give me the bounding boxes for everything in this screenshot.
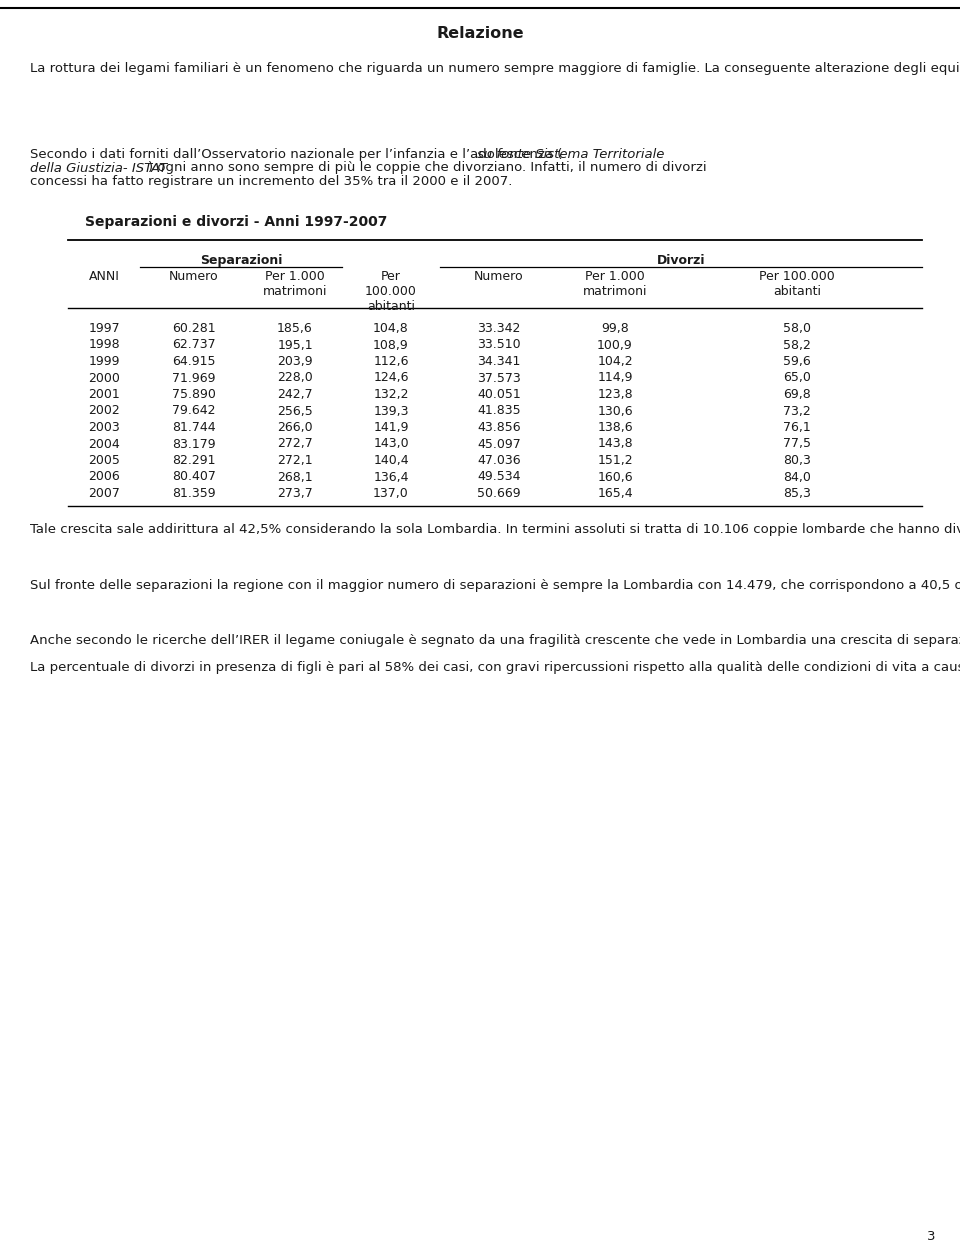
Text: Per 1.000
matrimoni: Per 1.000 matrimoni — [583, 270, 647, 298]
Text: 60.281: 60.281 — [172, 322, 216, 335]
Text: 64.915: 64.915 — [172, 355, 216, 368]
Text: 47.036: 47.036 — [477, 453, 521, 467]
Text: 160,6: 160,6 — [597, 471, 633, 484]
Text: 132,2: 132,2 — [373, 388, 409, 401]
Text: concessi ha fatto registrare un incremento del 35% tra il 2000 e il 2007.: concessi ha fatto registrare un incremen… — [30, 175, 513, 188]
Text: Anche secondo le ricerche dell’IRER il legame coniugale è segnato da una fragili: Anche secondo le ricerche dell’IRER il l… — [30, 634, 960, 647]
Text: ANNI: ANNI — [88, 270, 119, 283]
Text: 50.669: 50.669 — [477, 487, 521, 500]
Text: Sul fronte delle separazioni la regione con il maggior numero di separazioni è s: Sul fronte delle separazioni la regione … — [30, 579, 960, 593]
Text: 82.291: 82.291 — [172, 453, 216, 467]
Text: 33.342: 33.342 — [477, 322, 520, 335]
Text: 137,0: 137,0 — [373, 487, 409, 500]
Text: 272,1: 272,1 — [277, 453, 313, 467]
Text: 112,6: 112,6 — [373, 355, 409, 368]
Text: 49.534: 49.534 — [477, 471, 520, 484]
Text: 76,1: 76,1 — [783, 421, 811, 435]
Text: Tale crescita sale addirittura al 42,5% considerando la sola Lombardia. In termi: Tale crescita sale addirittura al 42,5% … — [30, 524, 960, 536]
Text: 59,6: 59,6 — [783, 355, 811, 368]
Text: Per
100.000
abitanti: Per 100.000 abitanti — [365, 270, 417, 313]
Text: 104,2: 104,2 — [597, 355, 633, 368]
Text: 139,3: 139,3 — [373, 404, 409, 417]
Text: Separazioni: Separazioni — [200, 254, 282, 268]
Text: 2006: 2006 — [88, 471, 120, 484]
Text: 1999: 1999 — [88, 355, 120, 368]
Text: 100,9: 100,9 — [597, 339, 633, 352]
Text: 114,9: 114,9 — [597, 372, 633, 384]
Text: 43.856: 43.856 — [477, 421, 521, 435]
Text: 65,0: 65,0 — [783, 372, 811, 384]
Text: 143,8: 143,8 — [597, 437, 633, 451]
Text: 1998: 1998 — [88, 339, 120, 352]
Text: della Giustizia- ISTAT: della Giustizia- ISTAT — [30, 162, 167, 175]
Text: 58,0: 58,0 — [783, 322, 811, 335]
Text: 62.737: 62.737 — [172, 339, 216, 352]
Text: 2002: 2002 — [88, 404, 120, 417]
Text: 272,7: 272,7 — [277, 437, 313, 451]
Text: 124,6: 124,6 — [373, 372, 409, 384]
Text: 2000: 2000 — [88, 372, 120, 384]
Text: 185,6: 185,6 — [277, 322, 313, 335]
Text: 77,5: 77,5 — [783, 437, 811, 451]
Text: 228,0: 228,0 — [277, 372, 313, 384]
Text: 2003: 2003 — [88, 421, 120, 435]
Text: Separazioni e divorzi - Anni 1997-2007: Separazioni e divorzi - Anni 1997-2007 — [85, 215, 388, 229]
Text: Per 100.000
abitanti: Per 100.000 abitanti — [759, 270, 835, 298]
Text: 108,9: 108,9 — [373, 339, 409, 352]
Text: 37.573: 37.573 — [477, 372, 521, 384]
Text: 69,8: 69,8 — [783, 388, 811, 401]
Text: ) ogni anno sono sempre di più le coppie che divorziano. Infatti, il numero di d: ) ogni anno sono sempre di più le coppie… — [149, 162, 707, 175]
Text: 34.341: 34.341 — [477, 355, 520, 368]
Text: 2007: 2007 — [88, 487, 120, 500]
Text: 2004: 2004 — [88, 437, 120, 451]
Text: Divorzi: Divorzi — [657, 254, 706, 268]
Text: La rottura dei legami familiari è un fenomeno che riguarda un numero sempre magg: La rottura dei legami familiari è un fen… — [30, 62, 960, 75]
Text: Secondo i dati forniti dall’Osservatorio nazionale per l’infanzia e l’adolescenz: Secondo i dati forniti dall’Osservatorio… — [30, 148, 563, 161]
Text: 136,4: 136,4 — [373, 471, 409, 484]
Text: 40.051: 40.051 — [477, 388, 521, 401]
Text: 151,2: 151,2 — [597, 453, 633, 467]
Text: 71.969: 71.969 — [172, 372, 216, 384]
Text: 242,7: 242,7 — [277, 388, 313, 401]
Text: 79.642: 79.642 — [172, 404, 216, 417]
Text: Numero: Numero — [474, 270, 524, 283]
Text: 2005: 2005 — [88, 453, 120, 467]
Text: 33.510: 33.510 — [477, 339, 521, 352]
Text: 138,6: 138,6 — [597, 421, 633, 435]
Text: 266,0: 266,0 — [277, 421, 313, 435]
Text: Numero: Numero — [169, 270, 219, 283]
Text: Relazione: Relazione — [436, 26, 524, 41]
Text: 140,4: 140,4 — [373, 453, 409, 467]
Text: 45.097: 45.097 — [477, 437, 521, 451]
Text: 41.835: 41.835 — [477, 404, 521, 417]
Text: 165,4: 165,4 — [597, 487, 633, 500]
Text: La percentuale di divorzi in presenza di figli è pari al 58% dei casi, con gravi: La percentuale di divorzi in presenza di… — [30, 661, 960, 674]
Text: 195,1: 195,1 — [277, 339, 313, 352]
Text: 268,1: 268,1 — [277, 471, 313, 484]
Text: 73,2: 73,2 — [783, 404, 811, 417]
Text: 81.744: 81.744 — [172, 421, 216, 435]
Text: 256,5: 256,5 — [277, 404, 313, 417]
Text: 130,6: 130,6 — [597, 404, 633, 417]
Text: 141,9: 141,9 — [373, 421, 409, 435]
Text: 84,0: 84,0 — [783, 471, 811, 484]
Text: 85,3: 85,3 — [783, 487, 811, 500]
Text: 104,8: 104,8 — [373, 322, 409, 335]
Text: 2001: 2001 — [88, 388, 120, 401]
Text: 58,2: 58,2 — [783, 339, 811, 352]
Text: 80.407: 80.407 — [172, 471, 216, 484]
Text: 83.179: 83.179 — [172, 437, 216, 451]
Text: 1997: 1997 — [88, 322, 120, 335]
Text: 81.359: 81.359 — [172, 487, 216, 500]
Text: 75.890: 75.890 — [172, 388, 216, 401]
Text: 143,0: 143,0 — [373, 437, 409, 451]
Text: 80,3: 80,3 — [783, 453, 811, 467]
Text: 3: 3 — [926, 1230, 935, 1243]
Text: 273,7: 273,7 — [277, 487, 313, 500]
Text: 203,9: 203,9 — [277, 355, 313, 368]
Text: Per 1.000
matrimoni: Per 1.000 matrimoni — [263, 270, 327, 298]
Text: 99,8: 99,8 — [601, 322, 629, 335]
Text: su fonte Sistema Territoriale: su fonte Sistema Territoriale — [476, 148, 664, 161]
Text: 123,8: 123,8 — [597, 388, 633, 401]
